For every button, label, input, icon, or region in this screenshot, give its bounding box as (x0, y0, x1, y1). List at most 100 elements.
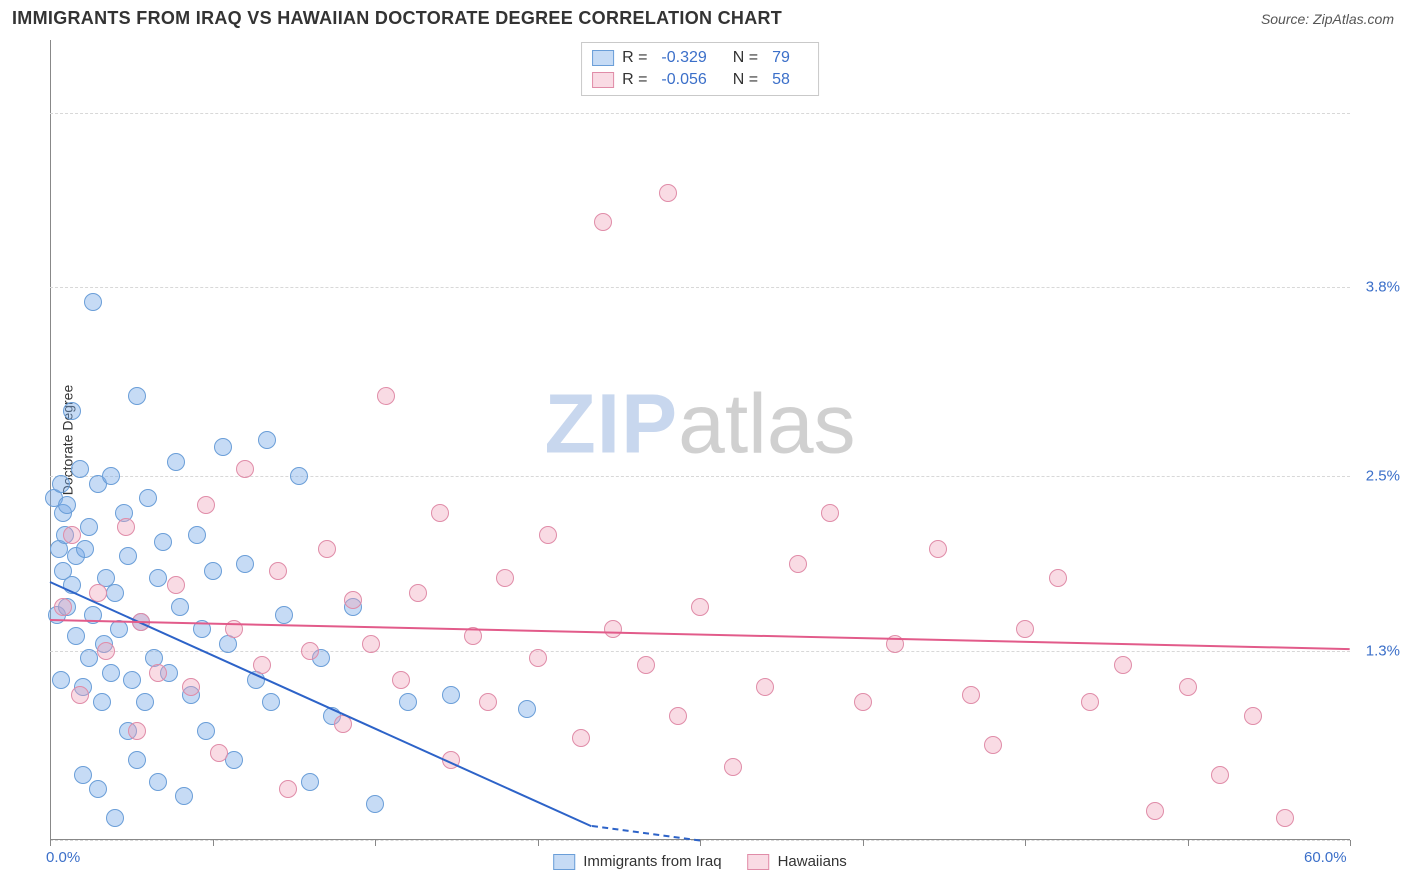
data-point-hawaiians (756, 678, 774, 696)
data-point-hawaiians (392, 671, 410, 689)
x-tick-label: 60.0% (1304, 849, 1347, 866)
grid-line (50, 113, 1350, 114)
data-point-iraq (106, 584, 124, 602)
trend-line (50, 619, 1350, 650)
data-point-hawaiians (637, 656, 655, 674)
data-point-hawaiians (691, 598, 709, 616)
r-label: R = (622, 49, 647, 67)
source-credit: Source: ZipAtlas.com (1261, 11, 1394, 27)
data-point-hawaiians (572, 729, 590, 747)
data-point-hawaiians (1276, 809, 1294, 827)
data-point-hawaiians (182, 678, 200, 696)
data-point-hawaiians (1244, 707, 1262, 725)
data-point-iraq (128, 387, 146, 405)
n-label: N = (733, 71, 758, 89)
data-point-hawaiians (669, 707, 687, 725)
data-point-hawaiians (279, 780, 297, 798)
data-point-iraq (84, 293, 102, 311)
grid-line (50, 651, 1350, 652)
data-point-hawaiians (1179, 678, 1197, 696)
data-point-iraq (167, 453, 185, 471)
y-axis-line (50, 40, 51, 840)
data-point-hawaiians (1211, 766, 1229, 784)
data-point-iraq (74, 766, 92, 784)
data-point-iraq (214, 438, 232, 456)
y-tick-label: 3.8% (1366, 279, 1400, 296)
data-point-hawaiians (71, 686, 89, 704)
data-point-iraq (301, 773, 319, 791)
data-point-hawaiians (1016, 620, 1034, 638)
data-point-iraq (518, 700, 536, 718)
data-point-iraq (154, 533, 172, 551)
watermark-zip: ZIP (544, 377, 678, 471)
data-point-iraq (188, 526, 206, 544)
legend-swatch (748, 854, 770, 870)
data-point-hawaiians (1114, 656, 1132, 674)
x-tick-label: 0.0% (46, 849, 80, 866)
y-tick-label: 2.5% (1366, 468, 1400, 485)
data-point-iraq (149, 569, 167, 587)
x-tick (50, 840, 51, 846)
r-label: R = (622, 71, 647, 89)
data-point-iraq (275, 606, 293, 624)
data-point-iraq (76, 540, 94, 558)
data-point-iraq (290, 467, 308, 485)
data-point-iraq (71, 460, 89, 478)
data-point-iraq (442, 686, 460, 704)
data-point-iraq (52, 671, 70, 689)
legend-swatch (553, 854, 575, 870)
r-value: -0.329 (661, 49, 706, 67)
data-point-hawaiians (1146, 802, 1164, 820)
data-point-iraq (52, 475, 70, 493)
legend-stats-row-hawaiians: R =-0.056N =58 (592, 69, 808, 91)
trend-line (50, 581, 592, 827)
data-point-iraq (102, 467, 120, 485)
x-tick (1188, 840, 1189, 846)
y-tick-label: 1.3% (1366, 642, 1400, 659)
watermark: ZIPatlas (544, 376, 855, 473)
x-tick (1025, 840, 1026, 846)
data-point-iraq (110, 620, 128, 638)
x-tick (375, 840, 376, 846)
x-tick (538, 840, 539, 846)
data-point-hawaiians (167, 576, 185, 594)
data-point-hawaiians (431, 504, 449, 522)
source-name: ZipAtlas.com (1313, 11, 1394, 27)
data-point-hawaiians (54, 598, 72, 616)
r-value: -0.056 (661, 71, 706, 89)
legend-item-iraq: Immigrants from Iraq (553, 853, 721, 870)
scatter-chart: Doctorate Degree ZIPatlas R =-0.329N =79… (50, 40, 1350, 840)
data-point-iraq (106, 809, 124, 827)
data-point-hawaiians (409, 584, 427, 602)
data-point-hawaiians (659, 184, 677, 202)
data-point-iraq (123, 671, 141, 689)
data-point-iraq (80, 649, 98, 667)
data-point-hawaiians (269, 562, 287, 580)
series-legend: Immigrants from IraqHawaiians (553, 853, 847, 870)
data-point-iraq (58, 496, 76, 514)
source-prefix: Source: (1261, 11, 1313, 27)
n-label: N = (733, 49, 758, 67)
data-point-hawaiians (63, 526, 81, 544)
legend-swatch (592, 50, 614, 66)
data-point-hawaiians (301, 642, 319, 660)
legend-stats-row-iraq: R =-0.329N =79 (592, 47, 808, 69)
data-point-hawaiians (117, 518, 135, 536)
data-point-iraq (236, 555, 254, 573)
data-point-hawaiians (1081, 693, 1099, 711)
data-point-hawaiians (594, 213, 612, 231)
data-point-hawaiians (984, 736, 1002, 754)
data-point-hawaiians (789, 555, 807, 573)
data-point-iraq (366, 795, 384, 813)
chart-title: IMMIGRANTS FROM IRAQ VS HAWAIIAN DOCTORA… (12, 8, 782, 29)
data-point-iraq (102, 664, 120, 682)
data-point-iraq (119, 547, 137, 565)
data-point-hawaiians (1049, 569, 1067, 587)
data-point-iraq (399, 693, 417, 711)
data-point-iraq (197, 722, 215, 740)
data-point-iraq (128, 751, 146, 769)
data-point-hawaiians (97, 642, 115, 660)
x-tick (1350, 840, 1351, 846)
data-point-hawaiians (962, 686, 980, 704)
data-point-hawaiians (479, 693, 497, 711)
